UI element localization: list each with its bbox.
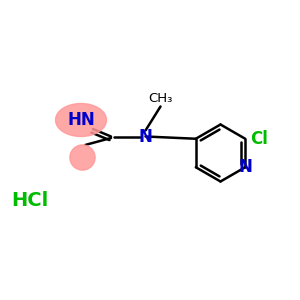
Text: CH₃: CH₃ [148,92,173,105]
Text: Cl: Cl [250,130,268,148]
Circle shape [70,145,95,170]
Text: N: N [238,158,252,176]
Text: HCl: HCl [11,191,49,211]
Ellipse shape [56,103,106,136]
Text: HN: HN [67,111,95,129]
Text: N: N [139,128,152,146]
